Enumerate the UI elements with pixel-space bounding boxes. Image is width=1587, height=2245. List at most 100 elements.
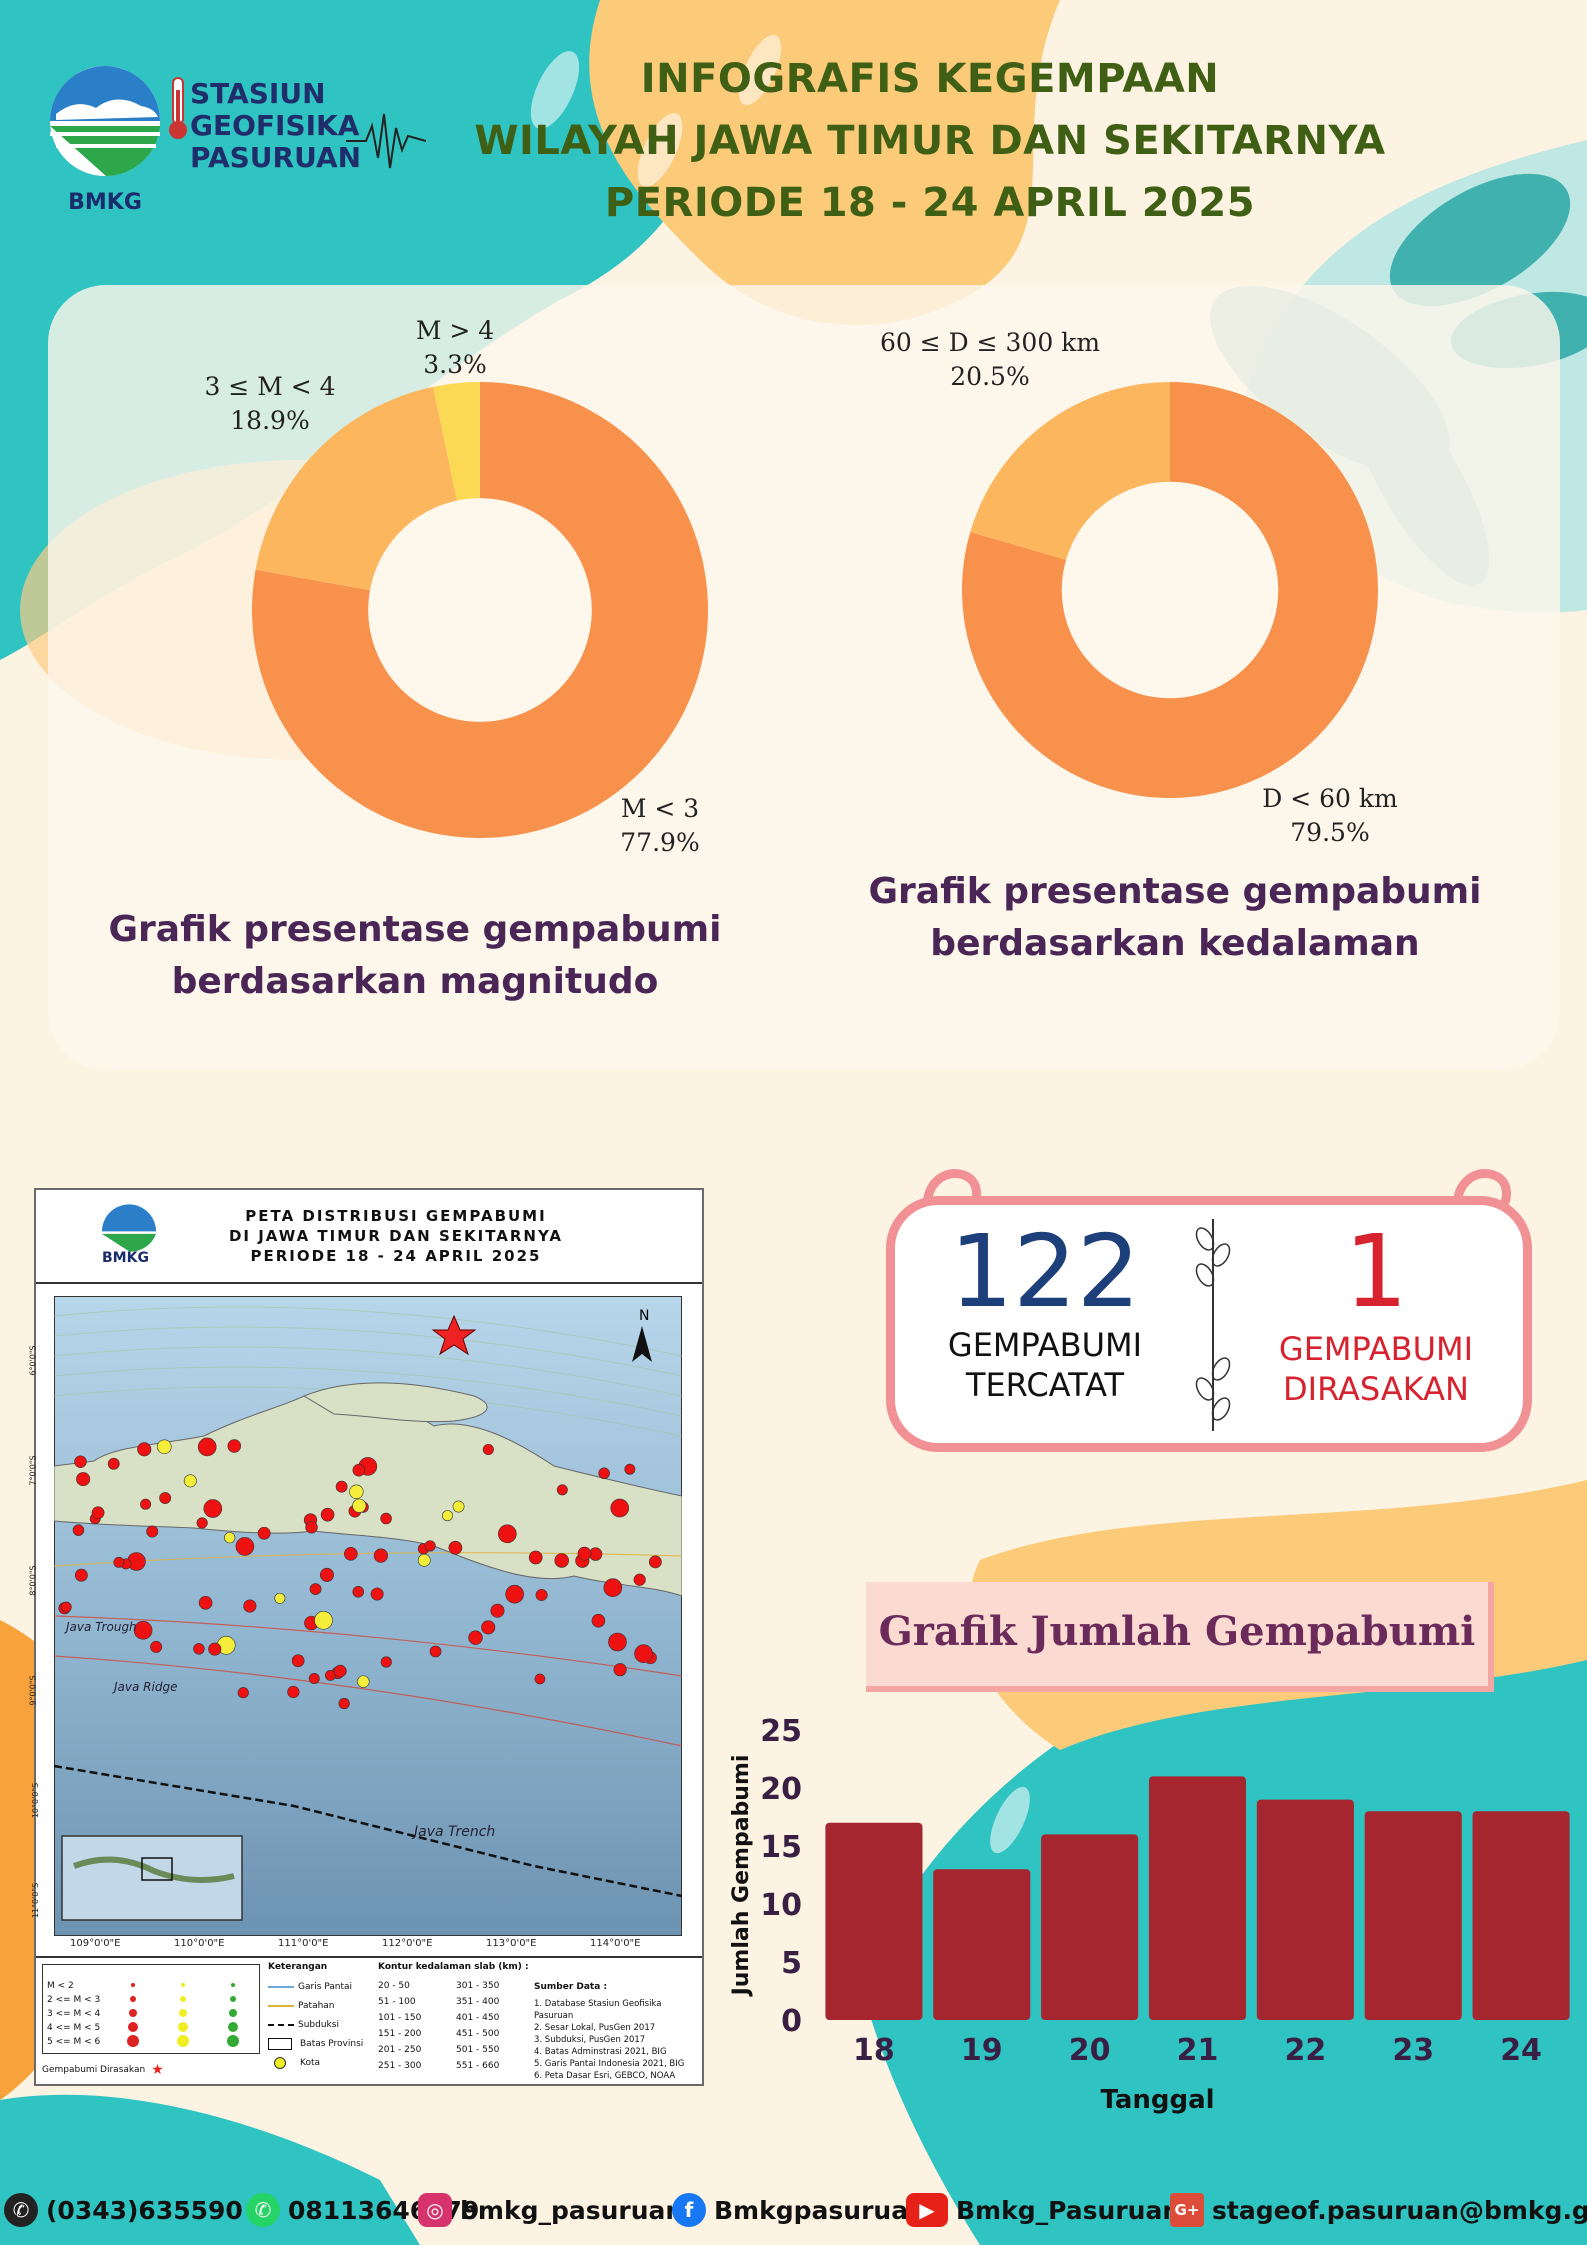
lat-label: 9°0'0"S — [28, 1675, 38, 1706]
slice-name: D < 60 km — [1262, 784, 1398, 813]
quake-marker — [344, 1547, 358, 1561]
quake-marker — [320, 1507, 335, 1522]
donut-slice-2 — [433, 382, 480, 501]
earthquake-distribution-map: BMKG PETA DISTRIBUSI GEMPABUMI DI JAWA T… — [29, 1188, 704, 2086]
slice-name: M > 4 — [415, 316, 495, 345]
quake-marker — [633, 1573, 646, 1586]
footer-phone[interactable]: ✆ (0343)635590 — [4, 2192, 243, 2228]
slice-label: 3 ≤ M < 4 18.9% — [190, 370, 350, 438]
quake-marker — [352, 1498, 367, 1513]
bar-19 — [933, 1869, 1031, 2020]
y-axis-label: Jumlah Gempabumi — [729, 1755, 754, 1998]
footer-email[interactable]: G+ stageof.pasuruan@bmkg.go.id — [1170, 2192, 1587, 2228]
slice-label: 60 ≤ D ≤ 300 km 20.5% — [860, 326, 1120, 394]
recorded-count: 122 — [949, 1213, 1141, 1330]
quake-marker — [429, 1645, 442, 1658]
kontur-item: 301 - 350 — [456, 1981, 500, 1991]
seismograph-icon — [346, 113, 426, 169]
quake-marker — [314, 1611, 333, 1630]
quake-marker — [76, 1472, 91, 1487]
quake-marker — [193, 1643, 205, 1655]
quake-marker — [357, 1675, 370, 1688]
quake-marker — [417, 1553, 431, 1567]
mag-row-label: M < 2 — [47, 1981, 74, 1991]
map-bmkg-logo — [101, 1204, 157, 1252]
footer-instagram[interactable]: ◎ bmkg_pasuruan — [418, 2192, 683, 2228]
map-body: N Java Trough Java Ridge Java Trench — [54, 1296, 682, 1936]
kontur-title: Kontur kedalaman slab (km) : — [378, 1962, 529, 1972]
felt-quake-label: Gempabumi Dirasakan — [42, 2065, 146, 2075]
quake-marker — [554, 1553, 569, 1568]
kontur-item: 501 - 550 — [456, 2045, 500, 2055]
quake-marker — [352, 1463, 366, 1477]
instagram-text: bmkg_pasuruan — [460, 2195, 684, 2225]
y-tick-label: 10 — [760, 1888, 802, 1923]
quake-marker — [243, 1599, 257, 1613]
lat-label: 10°0'0"S — [31, 1782, 41, 1819]
quake-marker — [338, 1697, 350, 1710]
kontur-item: 251 - 300 — [378, 2061, 422, 2071]
place-label: Java Ridge — [112, 1680, 177, 1694]
quake-marker — [197, 1437, 217, 1457]
daily-earthquake-bar-chart: 0 5 10 15 20 25 18 19 20 21 22 23 24 Tanggal Jumlah Ge… — [729, 1714, 1570, 2115]
bar-24 — [1472, 1811, 1570, 2020]
depth-chart-caption: Grafik presentase gempabumi berdasarkan … — [840, 866, 1510, 970]
slice-label: D < 60 km 79.5% — [1240, 782, 1420, 850]
slice-value: 20.5% — [950, 362, 1030, 391]
recorded-label: GEMPABUMI TERCATAT — [895, 1325, 1195, 1405]
quake-marker — [534, 1673, 546, 1685]
footer-youtube[interactable]: ▶ Bmkg_Pasuruan — [906, 2192, 1180, 2228]
station-name-line: GEOFISIKA — [190, 109, 360, 142]
lon-label: 110°0'0"E — [174, 1938, 225, 1949]
station-name-line: PASURUAN — [190, 141, 362, 174]
kontur-item: 401 - 450 — [456, 2013, 500, 2023]
bmkg-logo: BMKG — [46, 62, 164, 215]
kontur-item: 151 - 200 — [378, 2029, 422, 2039]
quake-marker — [224, 1532, 236, 1544]
quake-marker — [598, 1467, 610, 1480]
mag-row-label: 5 <= M < 6 — [47, 2037, 101, 2047]
quake-marker — [577, 1546, 592, 1561]
quake-marker — [287, 1685, 300, 1699]
keterangan-item: Patahan — [268, 1997, 363, 2016]
quake-marker — [352, 1586, 365, 1598]
keterangan-item: Batas Provinsi — [268, 2035, 363, 2054]
map-legend: M < 2 2 <= M < 3 3 <= M < 4 4 <= M < 5 5… — [36, 1956, 702, 2086]
quake-marker — [535, 1588, 548, 1601]
kontur-item: 51 - 100 — [378, 1997, 416, 2007]
felt-quake-legend: Gempabumi Dirasakan ★ — [42, 2062, 164, 2078]
donut-slice-1 — [255, 386, 458, 591]
quake-marker — [324, 1670, 336, 1681]
slice-name: M < 3 — [620, 794, 700, 823]
kontur-item: 20 - 50 — [378, 1981, 410, 1991]
quake-marker — [196, 1517, 208, 1529]
quake-marker — [380, 1656, 392, 1668]
source-item: 6. Peta Dasar Esri, GEBCO, NOAA — [534, 2071, 676, 2081]
lat-label: 6°0'0"S — [28, 1345, 38, 1376]
quake-marker — [309, 1583, 322, 1595]
x-tick-label: 20 — [1069, 2033, 1111, 2068]
donut-hole — [368, 498, 592, 722]
x-tick-label: 18 — [853, 2033, 895, 2068]
quake-marker — [442, 1510, 453, 1522]
quake-marker — [452, 1500, 465, 1513]
x-tick-label: 19 — [961, 2033, 1003, 2068]
quake-marker — [610, 1498, 630, 1518]
quake-marker — [274, 1592, 286, 1604]
donut-slice-0 — [962, 382, 1378, 798]
quake-marker — [448, 1540, 463, 1555]
kontur-item: 551 - 660 — [456, 2061, 500, 2071]
place-label: Java Trough — [64, 1620, 137, 1634]
footer-facebook[interactable]: f Bmkgpasuruan — [672, 2192, 926, 2228]
lon-label: 112°0'0"E — [382, 1938, 433, 1949]
quake-marker — [150, 1640, 163, 1653]
x-tick-label: 23 — [1392, 2033, 1434, 2068]
quake-marker — [624, 1463, 636, 1475]
keterangan-item: Garis Pantai — [268, 1978, 363, 1997]
thermometer-icon — [169, 77, 187, 139]
lon-label: 114°0'0"E — [590, 1938, 641, 1949]
mag-row-label: 2 <= M < 3 — [47, 1995, 101, 2005]
quake-marker — [237, 1687, 249, 1699]
mag-row-label: 3 <= M < 4 — [47, 2009, 101, 2019]
quake-marker — [133, 1621, 153, 1640]
